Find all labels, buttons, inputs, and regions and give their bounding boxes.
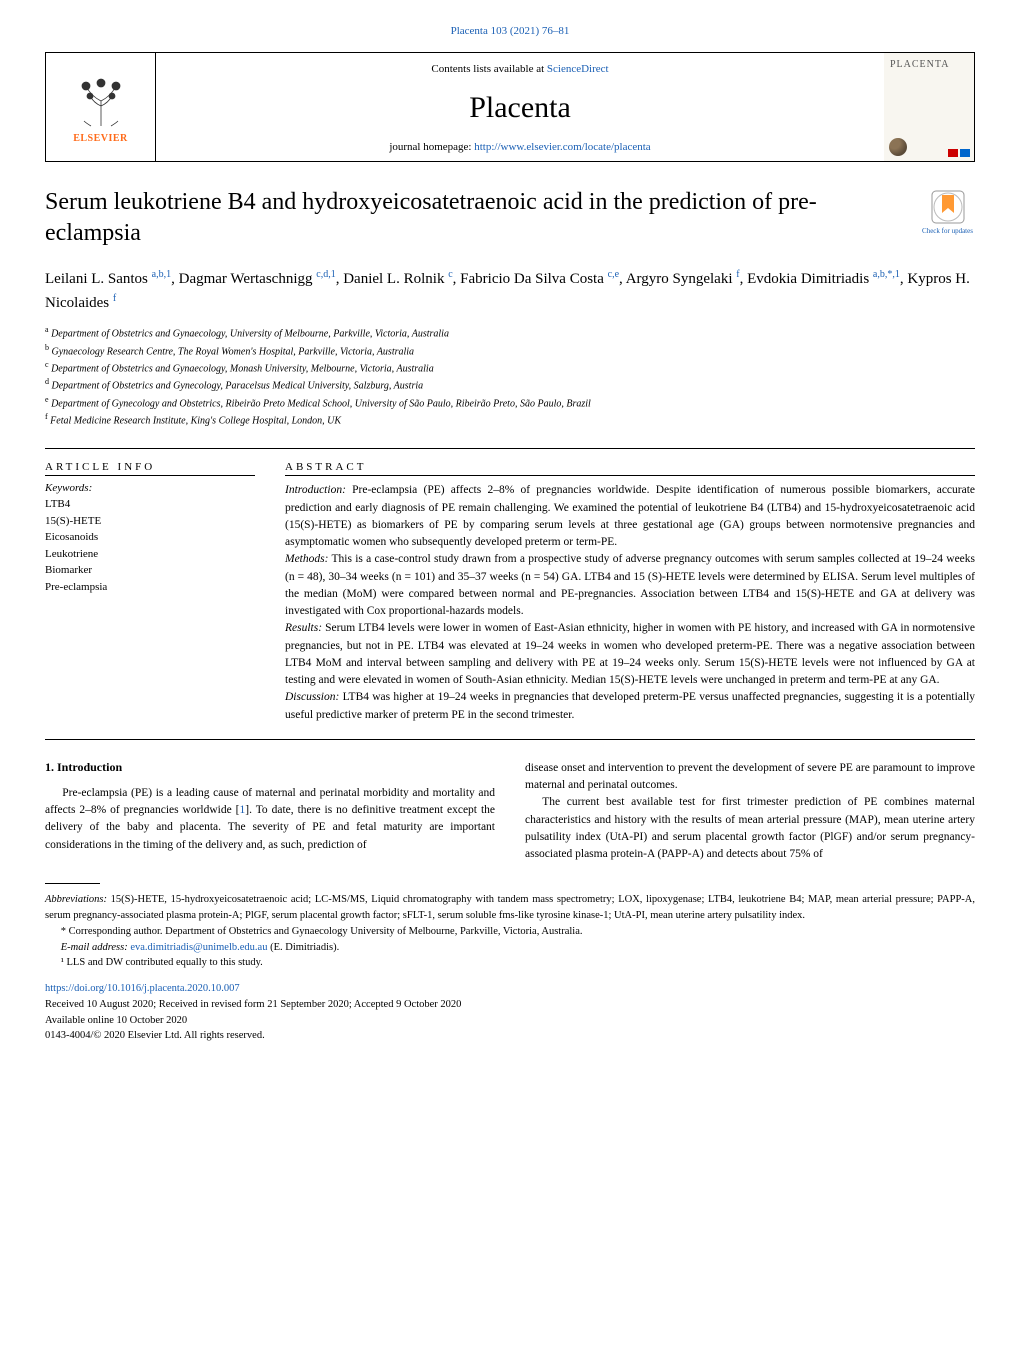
sciencedirect-link[interactable]: ScienceDirect: [547, 63, 609, 75]
check-updates-badge[interactable]: Check for updates: [920, 187, 975, 235]
body-right-para2: The current best available test for firs…: [525, 794, 975, 863]
keyword-item: Leukotriene: [45, 546, 255, 563]
homepage-link[interactable]: http://www.elsevier.com/locate/placenta: [474, 141, 650, 153]
results-label: Results:: [285, 622, 322, 634]
contents-available-line: Contents lists available at ScienceDirec…: [176, 63, 864, 75]
keywords-list: LTB415(S)-HETEEicosanoidsLeukotrieneBiom…: [45, 496, 255, 595]
journal-header: ELSEVIER Contents lists available at Sci…: [45, 52, 975, 162]
section-divider: [45, 739, 975, 740]
article-info-heading: ARTICLE INFO: [45, 461, 255, 476]
cover-graphic: [889, 138, 907, 156]
email-label: E-mail address:: [61, 942, 128, 953]
body-columns: 1. Introduction Pre-eclampsia (PE) is a …: [45, 760, 975, 864]
journal-name: Placenta: [176, 91, 864, 125]
email-link[interactable]: eva.dimitriadis@unimelb.edu.au: [130, 942, 267, 953]
body-right-para1: disease onset and intervention to preven…: [525, 760, 975, 795]
homepage-line: journal homepage: http://www.elsevier.co…: [176, 141, 864, 153]
keyword-item: Pre-eclampsia: [45, 579, 255, 596]
received-line: Received 10 August 2020; Received in rev…: [45, 999, 461, 1010]
title-row: Serum leukotriene B4 and hydroxyeicosate…: [45, 187, 975, 249]
abstract-column: ABSTRACT Introduction: Pre-eclampsia (PE…: [285, 461, 975, 724]
updates-label: Check for updates: [922, 227, 973, 235]
journal-reference: Placenta 103 (2021) 76–81: [45, 25, 975, 37]
intro-label: Introduction:: [285, 484, 346, 496]
methods-label: Methods:: [285, 553, 328, 565]
elsevier-logo: ELSEVIER: [46, 53, 156, 161]
body-left-column: 1. Introduction Pre-eclampsia (PE) is a …: [45, 760, 495, 864]
abbreviations-block: Abbreviations: 15(S)-HETE, 15-hydroxyeic…: [45, 892, 975, 924]
keyword-item: Biomarker: [45, 562, 255, 579]
results-text: Serum LTB4 levels were lower in women of…: [285, 622, 975, 686]
keyword-item: 15(S)-HETE: [45, 513, 255, 530]
journal-cover-thumbnail: PLACENTA: [884, 53, 974, 161]
info-abstract-section: ARTICLE INFO Keywords: LTB415(S)-HETEEic…: [45, 448, 975, 724]
abbrev-label: Abbreviations:: [45, 894, 107, 905]
abbrev-text: 15(S)-HETE, 15-hydroxyeicosatetraenoic a…: [45, 894, 975, 921]
contribution-note: ¹ LLS and DW contributed equally to this…: [45, 955, 975, 971]
body-right-column: disease onset and intervention to preven…: [525, 760, 975, 864]
contents-prefix: Contents lists available at: [431, 63, 546, 75]
discussion-text: LTB4 was higher at 19–24 weeks in pregna…: [285, 691, 975, 720]
doi-block: https://doi.org/10.1016/j.placenta.2020.…: [45, 981, 975, 1044]
email-suffix: (E. Dimitriadis).: [270, 942, 339, 953]
keyword-item: LTB4: [45, 496, 255, 513]
keyword-item: Eicosanoids: [45, 529, 255, 546]
article-title: Serum leukotriene B4 and hydroxyeicosate…: [45, 187, 905, 249]
abstract-text: Introduction: Pre-eclampsia (PE) affects…: [285, 482, 975, 724]
email-line: E-mail address: eva.dimitriadis@unimelb.…: [45, 940, 975, 956]
cover-title: PLACENTA: [890, 59, 968, 70]
footer-separator: [45, 883, 100, 884]
journal-ref-link[interactable]: Placenta 103 (2021) 76–81: [451, 25, 570, 37]
intro-heading: 1. Introduction: [45, 760, 495, 775]
doi-link[interactable]: https://doi.org/10.1016/j.placenta.2020.…: [45, 983, 240, 994]
copyright-line: 0143-4004/© 2020 Elsevier Ltd. All right…: [45, 1030, 265, 1041]
ref-1-link[interactable]: 1: [240, 804, 246, 816]
abstract-heading: ABSTRACT: [285, 461, 975, 476]
cover-flags: [948, 149, 970, 157]
keywords-label: Keywords:: [45, 482, 255, 494]
bookmark-icon: [928, 187, 968, 227]
methods-text: This is a case-control study drawn from …: [285, 553, 975, 617]
authors-list: Leilani L. Santos a,b,1, Dagmar Wertasch…: [45, 267, 975, 314]
homepage-prefix: journal homepage:: [389, 141, 474, 153]
intro-text: Pre-eclampsia (PE) affects 2–8% of pregn…: [285, 484, 975, 548]
affiliations-list: a Department of Obstetrics and Gynaecolo…: [45, 324, 975, 428]
available-line: Available online 10 October 2020: [45, 1015, 187, 1026]
discussion-label: Discussion:: [285, 691, 339, 703]
header-center: Contents lists available at ScienceDirec…: [156, 53, 884, 161]
corresponding-author: * Corresponding author. Department of Ob…: [45, 924, 975, 940]
article-info-column: ARTICLE INFO Keywords: LTB415(S)-HETEEic…: [45, 461, 255, 724]
elsevier-brand-text: ELSEVIER: [73, 133, 128, 144]
elsevier-tree-icon: [66, 71, 136, 131]
body-left-para: Pre-eclampsia (PE) is a leading cause of…: [45, 785, 495, 854]
